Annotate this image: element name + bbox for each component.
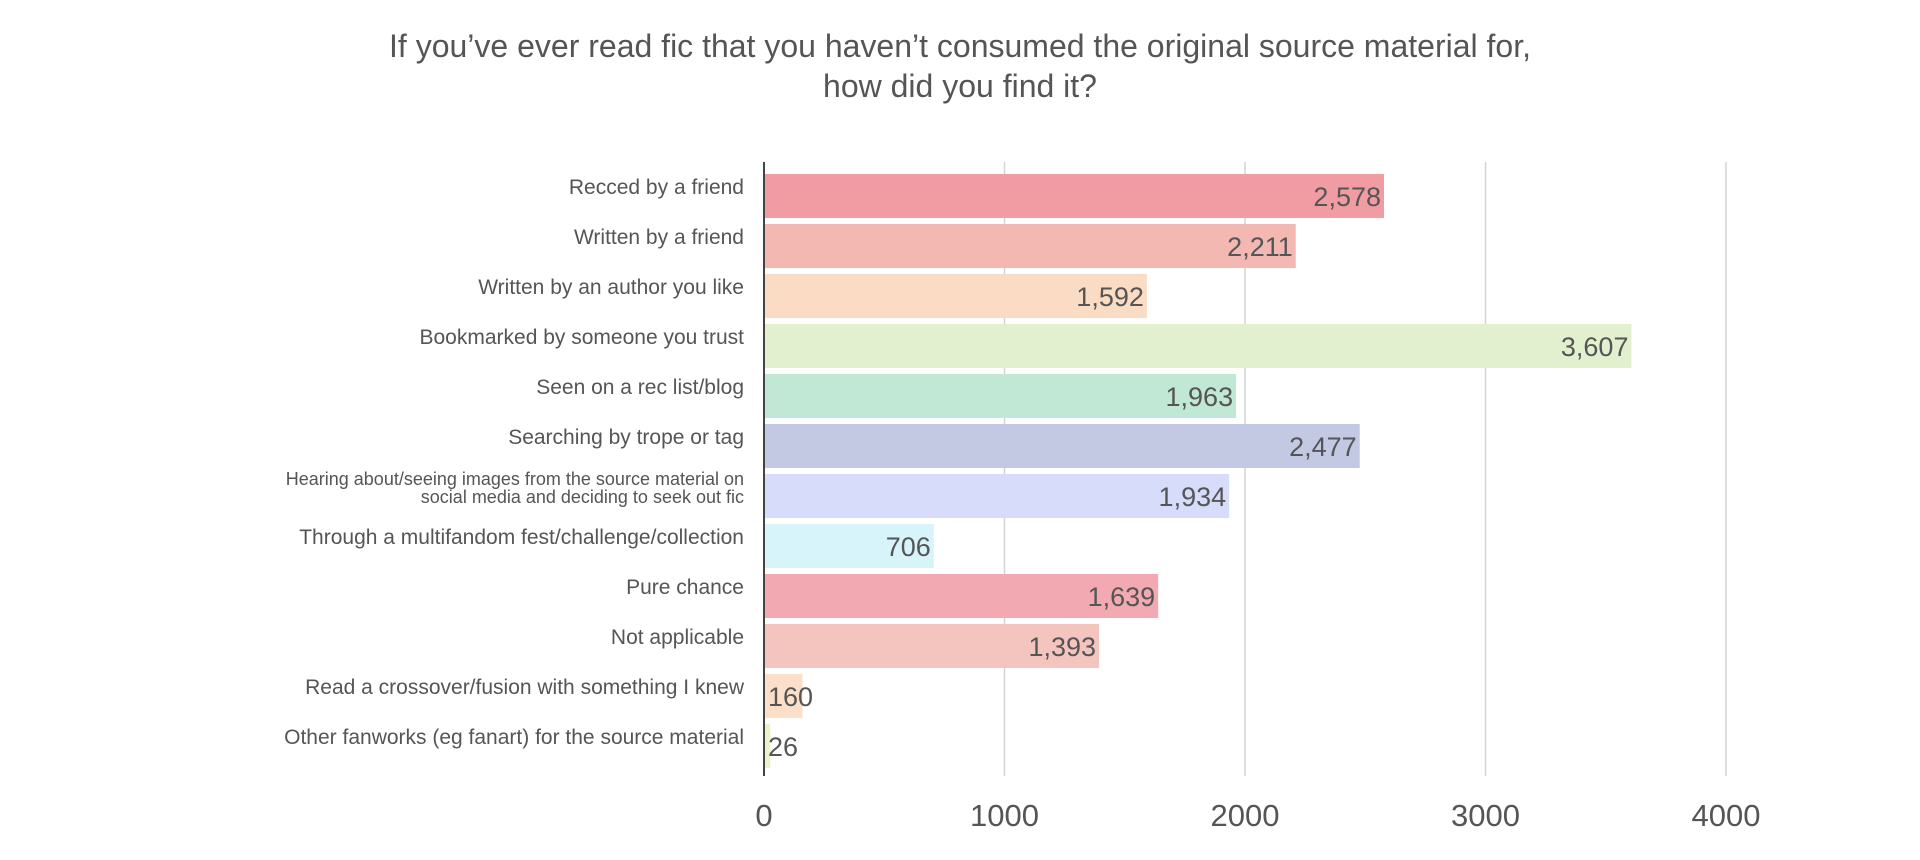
category-label: Pure chance [626,576,744,599]
category-label: Not applicable [611,626,744,649]
value-label: 1,393 [1028,632,1096,662]
chart-title-line-2: how did you find it? [823,68,1097,104]
bar [764,724,771,768]
chart-title-line-1: If you’ve ever read fic that you haven’t… [389,28,1531,64]
category-label: Through a multifandom fest/challenge/col… [299,526,744,549]
bar [764,174,1385,218]
value-label: 2,211 [1227,232,1293,262]
category-label: Searching by trope or tag [508,426,744,449]
value-label: 160 [768,682,813,712]
value-label: 2,477 [1289,432,1357,462]
value-label: 706 [886,532,931,562]
category-label: Read a crossover/fusion with something I… [305,676,745,699]
bar [764,674,803,718]
value-label: 2,578 [1313,182,1381,212]
x-tick-label: 3000 [1451,798,1520,833]
value-labels: 2,578 2,211 1,592 3,607 1,963 2,477 1,934 706 1,… [768,182,1628,762]
x-tick-label: 2000 [1211,798,1280,833]
bars [764,174,1632,768]
bar [764,474,1230,518]
category-label-line: Hearing about/seeing images from the sou… [286,469,744,489]
value-label: 1,963 [1166,382,1234,412]
chart-title: If you’ve ever read fic that you haven’t… [0,26,1920,106]
category-label: Written by an author you like [478,276,744,299]
bar [764,324,1632,368]
category-label: Other fanworks (eg fanart) for the sourc… [284,726,744,749]
x-tick-labels: 0 1000 2000 3000 4000 [755,798,1760,833]
category-label: Seen on a rec list/blog [536,376,744,399]
category-label: Bookmarked by someone you trust [420,326,745,349]
bar [764,224,1296,268]
value-label: 1,592 [1076,282,1144,312]
value-label: 1,934 [1159,482,1227,512]
value-label: 1,639 [1088,582,1156,612]
category-label-line: social media and deciding to seek out fi… [421,487,744,507]
category-label: Recced by a friend [569,176,744,199]
bar [764,274,1147,318]
bar [764,574,1159,618]
category-labels: Recced by a friend Written by a friend Wri… [284,176,745,749]
category-label: Written by a friend [574,226,744,249]
value-label: 3,607 [1561,332,1629,362]
bar [764,374,1237,418]
value-label: 26 [768,732,798,762]
x-tick-label: 1000 [970,798,1039,833]
x-tick-label: 0 [755,798,772,833]
bar [764,424,1360,468]
bar [764,624,1100,668]
x-tick-label: 4000 [1692,798,1761,833]
bar [764,524,934,568]
